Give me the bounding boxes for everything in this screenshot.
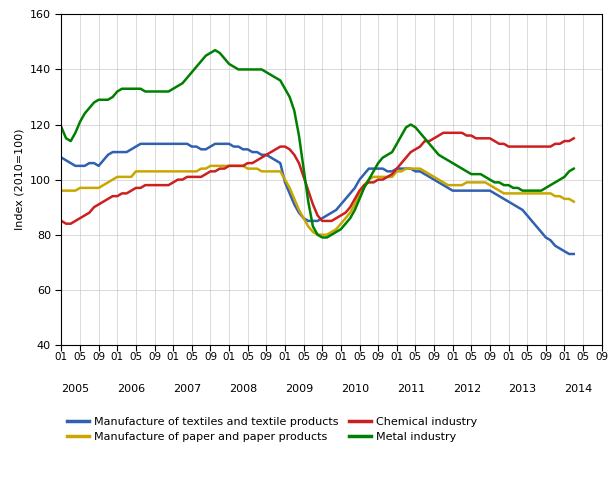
Text: 2008: 2008	[229, 384, 257, 394]
Metal industry	[365, 177, 373, 182]
Metal industry	[188, 69, 195, 75]
Manufacture of textiles and textile products	[254, 149, 261, 155]
Text: 2014: 2014	[564, 384, 593, 394]
Manufacture of paper and paper products	[365, 177, 373, 182]
Text: 2011: 2011	[397, 384, 425, 394]
Manufacture of paper and paper products	[300, 216, 307, 221]
Line: Chemical industry: Chemical industry	[61, 133, 573, 224]
Metal industry	[211, 47, 219, 53]
Text: 2005: 2005	[61, 384, 90, 394]
Manufacture of paper and paper products	[207, 163, 214, 169]
Legend: Manufacture of textiles and textile products, Manufacture of paper and paper pro: Manufacture of textiles and textile prod…	[67, 417, 477, 442]
Line: Manufacture of paper and paper products: Manufacture of paper and paper products	[61, 166, 573, 235]
Metal industry	[300, 166, 307, 171]
Manufacture of textiles and textile products	[565, 251, 573, 257]
Chemical industry	[63, 221, 70, 227]
Metal industry	[58, 125, 65, 130]
Chemical industry	[254, 158, 261, 163]
Text: 2010: 2010	[341, 384, 369, 394]
Chemical industry	[561, 138, 568, 144]
Text: 2007: 2007	[173, 384, 201, 394]
Manufacture of paper and paper products	[188, 169, 195, 174]
Text: 2009: 2009	[285, 384, 313, 394]
Manufacture of textiles and textile products	[360, 171, 368, 177]
Manufacture of paper and paper products	[561, 196, 568, 202]
Manufacture of textiles and textile products	[137, 141, 144, 147]
Line: Metal industry: Metal industry	[61, 50, 573, 238]
Metal industry	[561, 174, 568, 180]
Manufacture of paper and paper products	[58, 188, 65, 194]
Manufacture of textiles and textile products	[570, 251, 577, 257]
Metal industry	[319, 235, 326, 240]
Manufacture of textiles and textile products	[193, 144, 200, 149]
Chemical industry	[360, 182, 368, 188]
Metal industry	[570, 166, 577, 171]
Metal industry	[254, 67, 261, 72]
Manufacture of textiles and textile products	[58, 155, 65, 160]
Manufacture of paper and paper products	[570, 199, 577, 205]
Manufacture of paper and paper products	[314, 232, 321, 238]
Manufacture of textiles and textile products	[556, 246, 564, 251]
Y-axis label: Index (2010=100): Index (2010=100)	[14, 129, 25, 230]
Chemical industry	[570, 136, 577, 141]
Line: Manufacture of textiles and textile products: Manufacture of textiles and textile prod…	[61, 144, 573, 254]
Text: 2013: 2013	[508, 384, 537, 394]
Text: 2006: 2006	[117, 384, 146, 394]
Chemical industry	[58, 218, 65, 224]
Chemical industry	[193, 174, 200, 180]
Text: 2012: 2012	[453, 384, 481, 394]
Chemical industry	[300, 174, 307, 180]
Metal industry	[174, 83, 182, 89]
Manufacture of paper and paper products	[174, 169, 182, 174]
Chemical industry	[179, 177, 186, 182]
Manufacture of textiles and textile products	[300, 216, 307, 221]
Manufacture of textiles and textile products	[179, 141, 186, 147]
Manufacture of paper and paper products	[254, 166, 261, 171]
Chemical industry	[440, 130, 447, 136]
